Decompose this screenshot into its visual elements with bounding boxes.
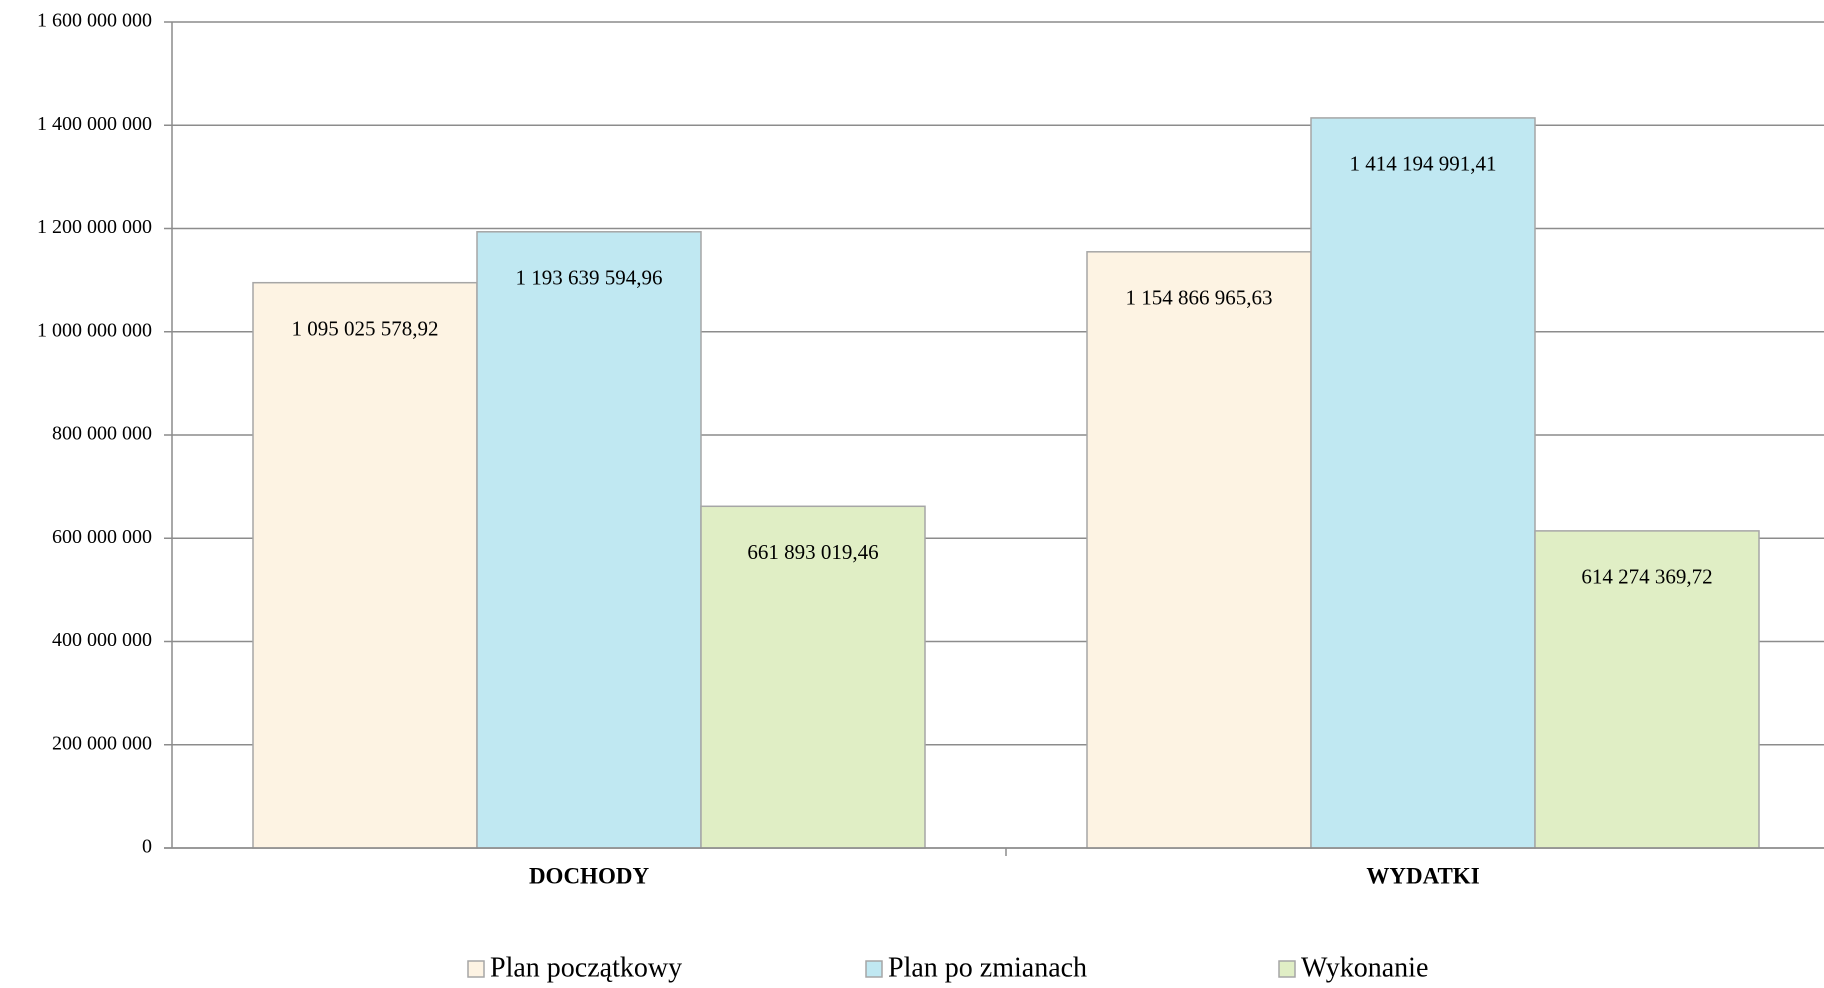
bar (700, 505, 926, 849)
y-tick-label: 1 600 000 000 (37, 10, 152, 32)
bar (252, 281, 478, 849)
y-tick-label: 600 000 000 (52, 526, 152, 548)
value-label: 1 095 025 578,92 (292, 317, 439, 341)
legend-label: Wykonanie (1301, 952, 1428, 983)
y-tick-label: 1 000 000 000 (37, 319, 152, 341)
bar (476, 231, 702, 849)
value-label: 614 274 369,72 (1581, 565, 1712, 589)
value-label: 1 193 639 594,96 (516, 266, 663, 290)
x-tick-label: WYDATKI (1366, 863, 1479, 888)
y-tick-label: 400 000 000 (52, 629, 152, 651)
y-tick-label: 0 (142, 836, 152, 858)
legend-label: Plan początkowy (490, 952, 682, 983)
value-label: 661 893 019,46 (747, 540, 878, 564)
bar (1534, 530, 1760, 849)
legend-label: Plan po zmianach (888, 952, 1087, 983)
bar (1310, 117, 1536, 849)
legend-swatch (865, 960, 883, 978)
legend-swatch (467, 960, 485, 978)
x-tick-label: DOCHODY (529, 863, 650, 888)
y-tick-label: 800 000 000 (52, 423, 152, 445)
value-label: 1 154 866 965,63 (1126, 286, 1273, 310)
y-tick-label: 1 200 000 000 (37, 216, 152, 238)
y-tick-label: 200 000 000 (52, 732, 152, 754)
y-tick-label: 1 400 000 000 (37, 113, 152, 135)
bar (1086, 251, 1312, 849)
legend-swatch (1278, 960, 1296, 978)
value-label: 1 414 194 991,41 (1350, 152, 1497, 176)
